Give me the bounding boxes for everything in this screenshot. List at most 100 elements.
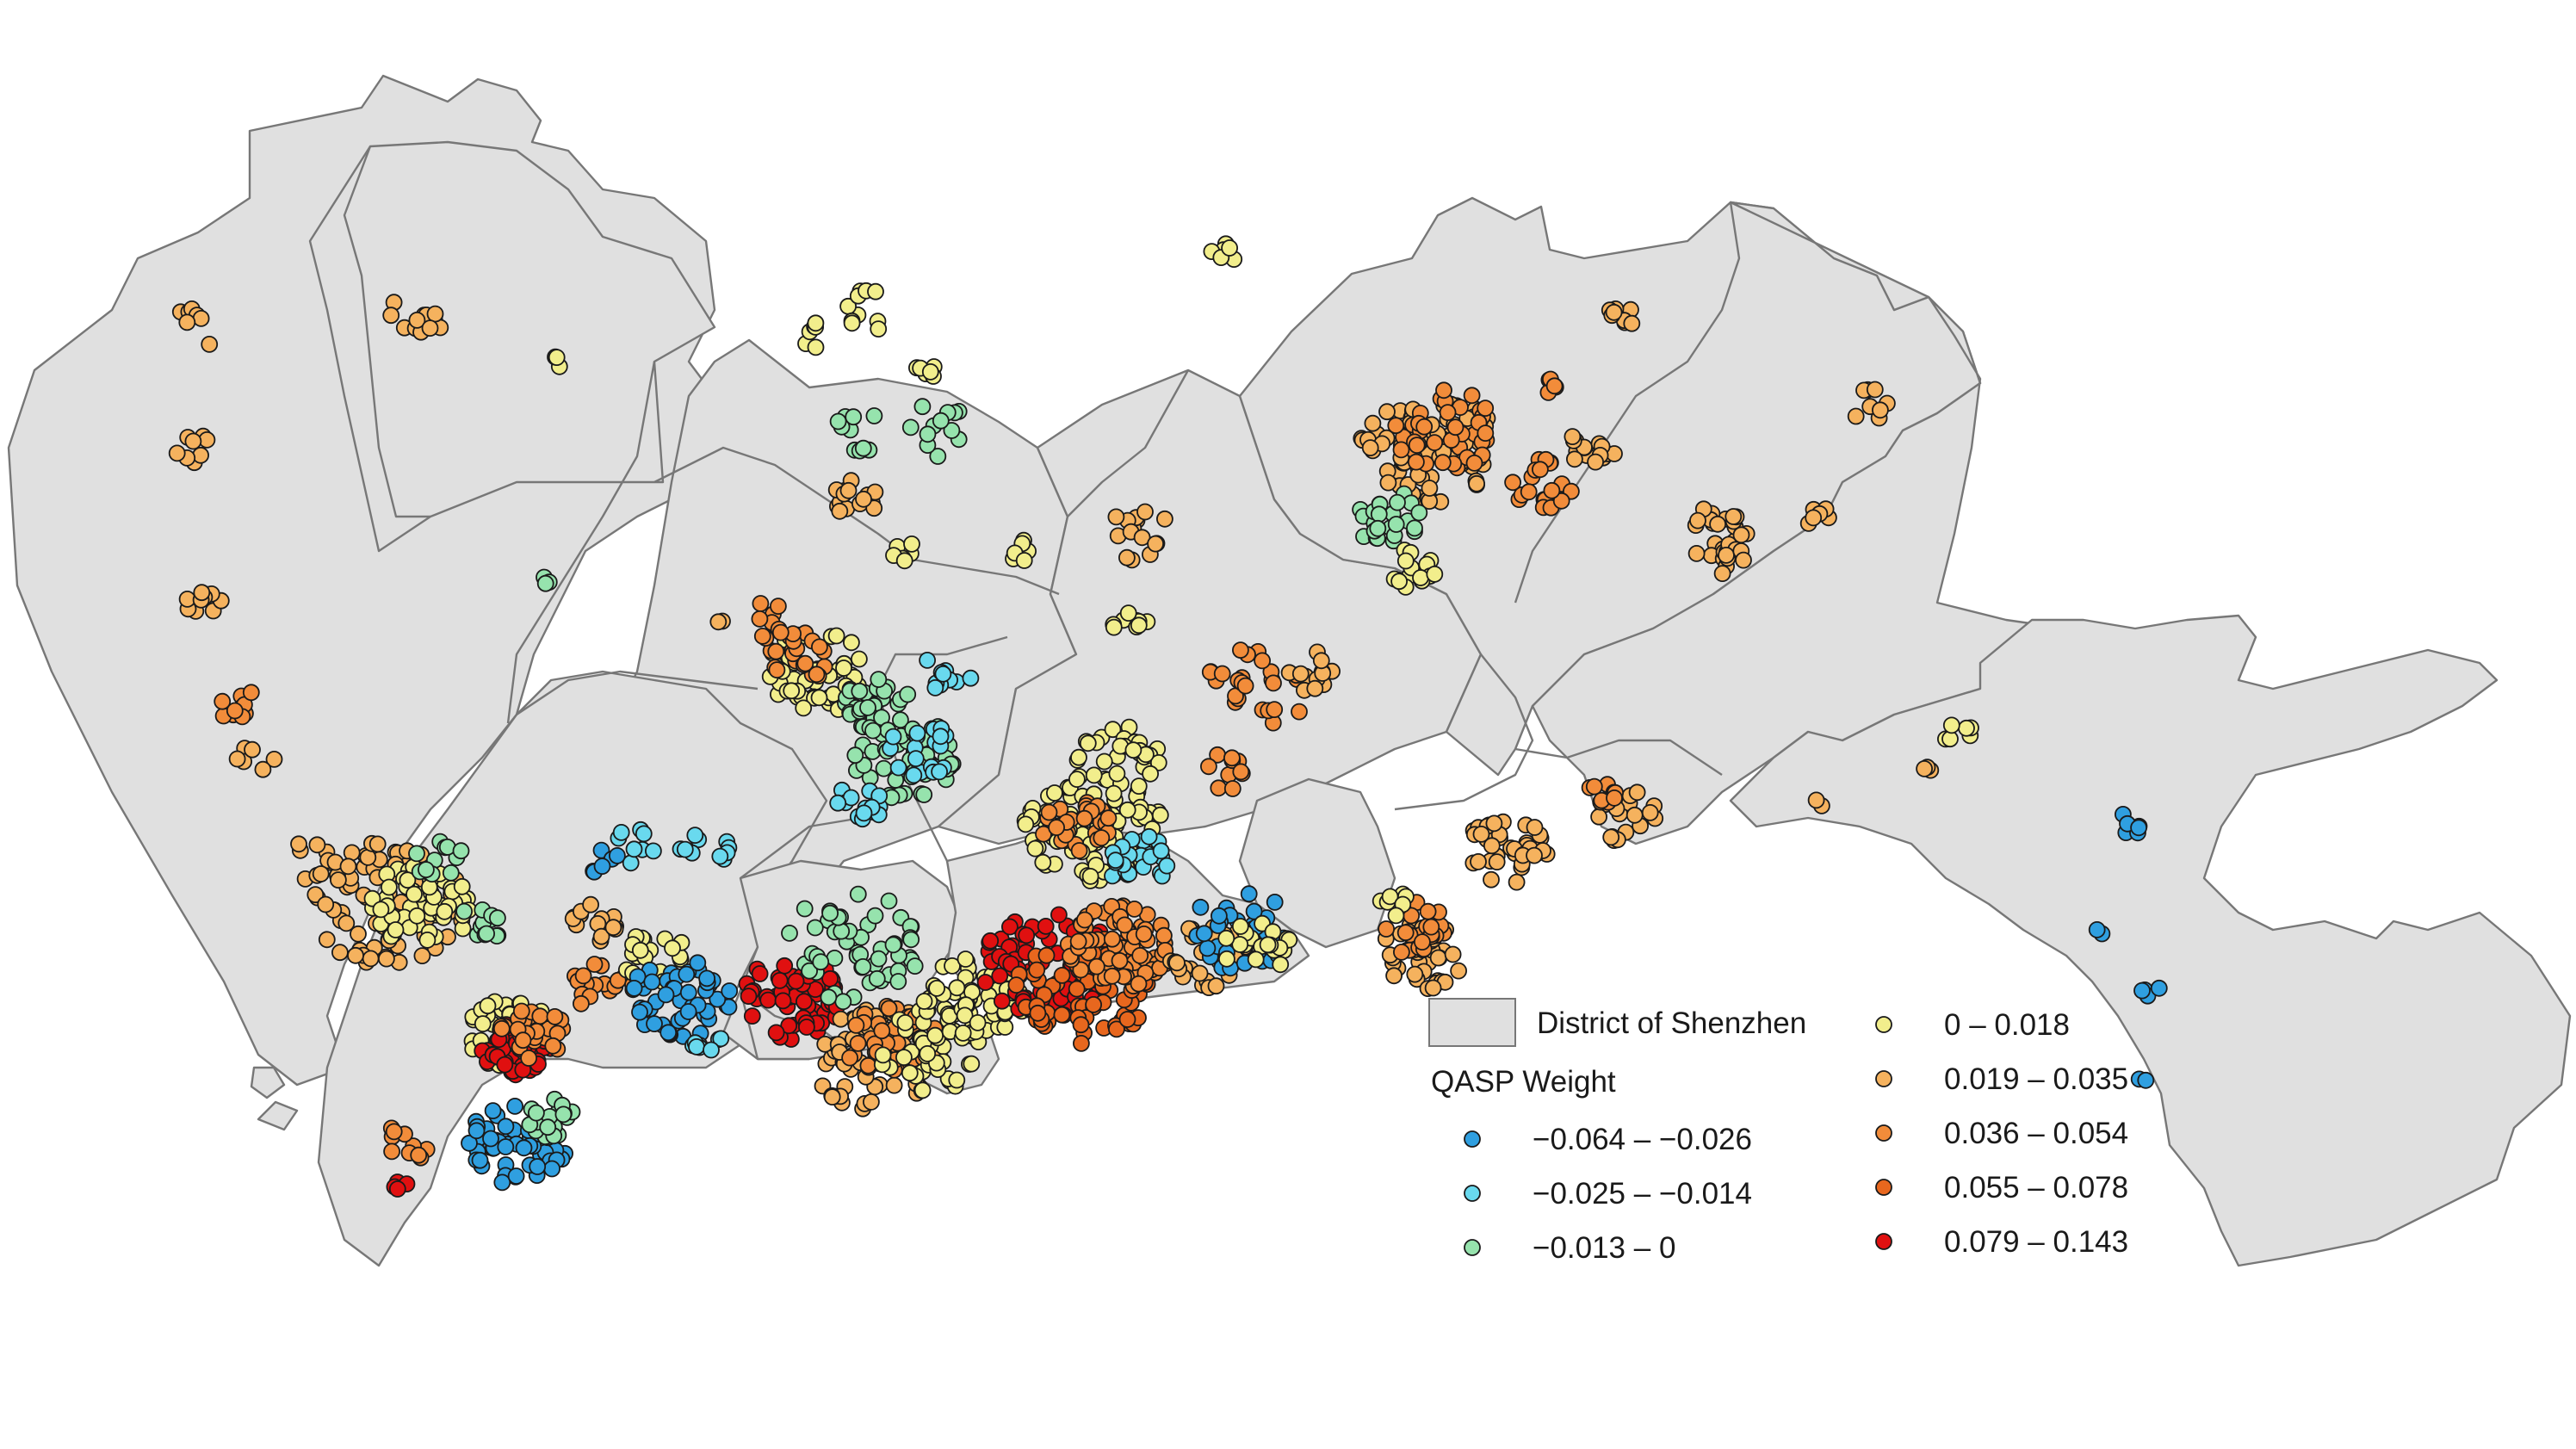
legend-district-swatch	[1428, 998, 1516, 1047]
border-line	[1514, 739, 1723, 776]
data-point	[1421, 480, 1439, 497]
data-point	[1410, 504, 1428, 522]
data-point	[496, 1056, 514, 1074]
data-point	[1387, 417, 1405, 435]
data-point	[1419, 902, 1437, 920]
data-point	[1105, 618, 1123, 636]
data-point	[2150, 979, 2168, 997]
data-point	[686, 827, 704, 844]
data-point	[1406, 519, 1423, 537]
data-point	[1085, 766, 1103, 784]
data-point	[254, 760, 272, 778]
data-point	[421, 319, 439, 337]
data-point	[1564, 428, 1582, 446]
data-point	[1483, 837, 1501, 855]
data-point	[244, 740, 261, 759]
data-point	[1118, 1011, 1136, 1028]
data-point	[711, 847, 729, 865]
data-point	[1130, 777, 1148, 795]
data-point	[743, 1007, 761, 1025]
data-point	[506, 1098, 523, 1115]
data-point	[1200, 758, 1217, 776]
data-point	[899, 685, 917, 703]
data-point	[184, 432, 202, 450]
data-point	[976, 974, 994, 991]
data-point	[1151, 806, 1169, 824]
data-point	[781, 925, 798, 942]
data-point	[1034, 853, 1052, 871]
data-point	[1087, 957, 1105, 975]
data-point	[645, 842, 662, 860]
data-point	[1545, 377, 1564, 395]
data-point	[1135, 926, 1153, 943]
data-point	[1396, 552, 1415, 570]
border-line	[516, 670, 759, 715]
data-point	[1037, 918, 1055, 935]
data-point	[1015, 552, 1033, 569]
data-point	[1446, 418, 1464, 437]
data-point	[1158, 857, 1176, 875]
data-point	[520, 1050, 537, 1067]
data-point	[913, 398, 932, 416]
legend-title: QASP Weight	[1431, 1065, 1616, 1099]
border-line	[653, 446, 1060, 596]
data-point	[1552, 492, 1570, 510]
data-point	[1130, 616, 1148, 635]
data-point	[1520, 483, 1538, 501]
data-point	[612, 824, 630, 841]
data-point	[1124, 741, 1142, 759]
data-point	[846, 746, 864, 765]
legend: District of Shenzhen QASP Weight −0.064 …	[1428, 998, 2128, 1265]
data-point	[1871, 401, 1889, 419]
data-point	[631, 941, 649, 959]
data-point	[497, 1118, 515, 1136]
data-point	[1254, 652, 1271, 670]
data-point	[905, 766, 923, 784]
data-point	[514, 1031, 532, 1050]
data-point	[841, 1049, 858, 1067]
data-point	[308, 836, 326, 854]
data-point	[1191, 964, 1209, 982]
data-point	[843, 314, 861, 332]
data-point	[1272, 956, 1290, 974]
data-point	[1247, 951, 1265, 969]
data-point	[380, 878, 398, 896]
island-2	[257, 1100, 299, 1131]
district-dapeng	[1729, 614, 2572, 1267]
border-line	[1067, 369, 1190, 517]
data-point	[631, 1003, 648, 1021]
data-point	[1069, 932, 1087, 951]
data-point	[543, 1160, 560, 1178]
data-point	[867, 282, 884, 300]
data-point	[408, 907, 426, 925]
data-point	[592, 927, 610, 945]
data-point	[512, 1002, 530, 1020]
data-point	[902, 931, 920, 949]
data-point	[880, 892, 898, 910]
data-point	[1155, 926, 1173, 944]
data-point	[1408, 453, 1425, 471]
data-point	[1053, 1006, 1071, 1024]
data-point	[851, 650, 868, 668]
data-point	[582, 895, 599, 913]
data-point	[698, 969, 715, 988]
data-point	[2137, 1071, 2155, 1089]
data-point	[1605, 303, 1623, 321]
data-point	[913, 1081, 932, 1099]
data-point	[474, 1015, 492, 1032]
data-point	[1081, 868, 1099, 885]
data-point	[801, 962, 818, 980]
data-point	[721, 982, 739, 1000]
data-point	[1198, 939, 1217, 957]
data-point	[664, 939, 681, 957]
data-point	[751, 610, 769, 628]
data-point	[863, 1093, 880, 1111]
data-point	[679, 983, 697, 1001]
data-point	[1152, 842, 1170, 860]
data-point	[676, 840, 694, 858]
data-point	[859, 1056, 877, 1074]
data-point	[1040, 803, 1058, 821]
data-point	[1463, 387, 1481, 405]
data-point	[317, 895, 335, 913]
data-point	[536, 574, 554, 592]
